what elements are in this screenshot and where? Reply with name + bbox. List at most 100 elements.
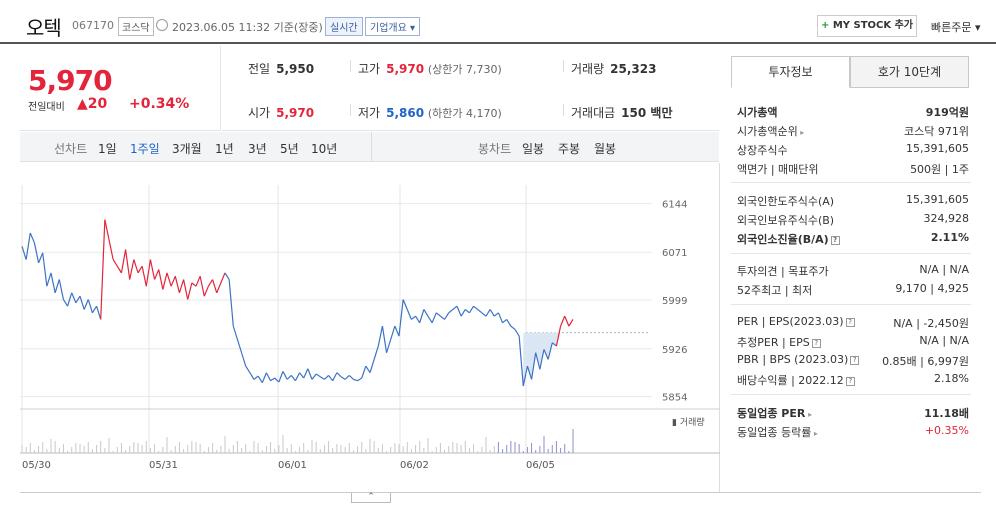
volume-bar <box>572 429 574 453</box>
volume-bar <box>212 443 214 453</box>
company-overview-button[interactable]: 기업개요 ▾ <box>365 17 420 36</box>
volume-bar <box>522 451 524 453</box>
volume-bar <box>456 443 458 453</box>
price-line-segment <box>526 365 533 380</box>
x-tick-label: 06/05 <box>526 460 555 471</box>
period-10y[interactable]: 10년 <box>311 142 338 156</box>
info-key[interactable]: 동일업종 등락률 ▸ <box>737 424 818 440</box>
volume-bar <box>191 441 193 453</box>
info-key-text: 동일업종 등락률 <box>737 426 812 439</box>
price-line-segment <box>207 279 214 287</box>
volume-bar <box>137 443 139 453</box>
price-line-segment <box>568 319 574 327</box>
help-icon[interactable]: ? <box>845 376 855 386</box>
volume-bar <box>154 444 156 453</box>
price-line-segment <box>21 246 27 260</box>
info-row: 시가총액순위 ▸ 코스닥 971위 <box>737 121 969 140</box>
info-value: N/A | N/A <box>919 263 969 276</box>
price-line-segment <box>361 365 367 379</box>
price-line-segment <box>182 279 189 300</box>
info-key: 배당수익률 | 2022.12? <box>737 372 855 388</box>
info-row: 외국인한도주식수(A) 15,391,605 <box>737 191 969 210</box>
help-icon[interactable]: ? <box>845 317 855 327</box>
volume-bar <box>460 445 462 453</box>
tab-orderbook-10[interactable]: 호가 10단계 <box>850 56 969 88</box>
volume-bar <box>75 443 77 453</box>
volume-bar <box>439 443 441 453</box>
candle-monthly[interactable]: 월봉 <box>594 142 617 156</box>
volume-bar <box>543 436 545 453</box>
info-key: 추정PER | EPS? <box>737 334 821 350</box>
price-line-segment <box>551 342 557 347</box>
period-1d[interactable]: 1일 <box>98 142 117 156</box>
basis-time: 2023.06.05 11:32 기준(장중) <box>172 21 323 34</box>
price-line-segment <box>514 329 520 337</box>
below-reference-fill <box>523 332 573 387</box>
volume-bar <box>307 450 309 453</box>
price-line-segment <box>178 279 185 294</box>
candle-daily[interactable]: 일봉 <box>522 142 545 156</box>
info-key[interactable]: 동일업종 PER ▸ <box>737 405 812 421</box>
help-icon[interactable]: ? <box>811 338 821 348</box>
info-key: 시가총액 <box>737 104 777 120</box>
volume-bar <box>104 448 106 453</box>
price-line-segment <box>232 325 239 340</box>
stock-name: 오텍 <box>26 16 62 40</box>
info-key: 상장주식수 <box>737 142 788 158</box>
volume-bar <box>315 442 317 453</box>
volume-bar <box>46 449 48 453</box>
price-line-segment <box>435 312 441 317</box>
investment-info-panel: 투자정보 호가 10단계 시가총액 919억원 시가총액순위 ▸ 코스닥 971위 상장… <box>721 46 981 492</box>
tab-investment-info[interactable]: 투자정보 <box>731 56 850 88</box>
period-1w[interactable]: 1주일 <box>130 142 160 156</box>
price-line-segment <box>381 326 388 353</box>
stat-high-label: 고가 <box>358 62 381 76</box>
price-line-segment <box>311 373 317 380</box>
collapse-chart-button[interactable]: ⌃ <box>351 493 391 503</box>
price-chart[interactable]: 6144 6071 5999 5926 5854 05/30 05/31 06/01 06/02… <box>20 163 720 493</box>
price-line-segment <box>54 279 60 294</box>
volume-bar <box>398 444 400 453</box>
x-tick-label: 05/31 <box>149 460 178 471</box>
caret-icon: ▸ <box>797 128 805 137</box>
price-line-segment <box>427 315 433 324</box>
realtime-badge[interactable]: 실시간 <box>325 17 363 36</box>
price-chart-svg[interactable]: 6144 6071 5999 5926 5854 05/30 05/31 06/01 06/02… <box>20 163 720 493</box>
price-line-segment <box>365 365 371 374</box>
help-icon[interactable]: ? <box>830 235 840 245</box>
info-value: N/A | N/A <box>919 334 969 347</box>
price-line-segment <box>319 376 325 380</box>
volume-bar <box>245 444 247 453</box>
volume-bar <box>91 449 93 453</box>
volume-bar <box>526 447 528 453</box>
divider <box>350 104 351 116</box>
volume-bar <box>33 450 35 453</box>
period-3m[interactable]: 3개월 <box>172 142 202 156</box>
volume-bar <box>112 451 114 453</box>
stat-low-value: 5,860 <box>386 106 425 120</box>
info-value: 0.85배 | 6,997원 <box>882 355 969 368</box>
stat-low-label: 저가 <box>358 106 381 120</box>
price-line-segment <box>402 299 408 310</box>
help-icon[interactable]: ? <box>850 355 860 365</box>
volume-bar <box>352 450 354 453</box>
price-line-segment <box>377 326 384 347</box>
period-1y[interactable]: 1년 <box>215 142 234 156</box>
period-5y[interactable]: 5년 <box>280 142 299 156</box>
opinion-group: 투자의견 | 목표주가 N/A | N/A 52주최고 | 최저 9,170 | 4,… <box>737 261 969 299</box>
stat-prev-label: 전일 <box>248 62 271 76</box>
volume-bar <box>54 441 56 453</box>
quick-order-button[interactable]: 빠른주문 ▾ <box>931 21 981 34</box>
volume-bar <box>377 448 379 453</box>
volume-bar <box>133 442 135 453</box>
candle-weekly[interactable]: 주봉 <box>558 142 581 156</box>
volume-bar <box>506 445 508 453</box>
industry-group: 동일업종 PER ▸ 11.18배 동일업종 등락률 ▸ +0.35% <box>737 403 969 441</box>
volume-bar <box>195 442 197 453</box>
volume-bar <box>67 451 69 453</box>
volume-bar <box>473 444 475 453</box>
add-my-stock-button[interactable]: + MY STOCK 추가 <box>817 15 917 37</box>
period-3y[interactable]: 3년 <box>248 142 267 156</box>
volume-bar <box>502 449 504 453</box>
info-key[interactable]: 시가총액순위 ▸ <box>737 123 804 139</box>
